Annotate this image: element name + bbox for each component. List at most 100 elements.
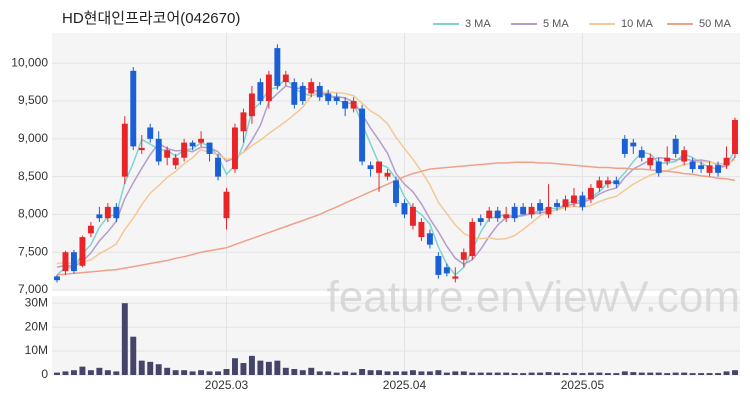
ma-line	[56, 91, 736, 265]
x-tick-label: 2025.05	[561, 378, 605, 392]
candle-body	[70, 252, 77, 272]
volume-bar	[393, 371, 399, 375]
candle-body	[333, 97, 340, 102]
candle-body	[443, 267, 450, 274]
candle-body	[698, 165, 705, 170]
volume-bar	[299, 370, 306, 375]
candle-body	[393, 180, 399, 204]
volume-bar	[443, 372, 450, 375]
volume-bar	[672, 372, 679, 375]
volume-bar	[681, 372, 688, 375]
volume-bar	[409, 370, 416, 375]
candle-body	[503, 214, 510, 219]
volume-bar	[435, 370, 442, 375]
volume-bar	[359, 369, 366, 375]
volume-bar	[240, 363, 247, 375]
volume-bar	[452, 371, 459, 375]
candle-body	[282, 74, 289, 83]
volume-bar	[164, 367, 171, 375]
volume-bar	[172, 370, 179, 375]
volume-bar	[248, 355, 255, 375]
volume-bar	[232, 358, 238, 375]
y-tick-label: 10,000	[11, 55, 48, 69]
volume-bar	[520, 373, 527, 375]
volume-bar	[723, 371, 730, 375]
volume-bar	[511, 373, 518, 375]
candle-body	[121, 123, 128, 177]
volume-bar	[54, 372, 60, 375]
chart-title: HD현대인프라코어(042670)	[62, 10, 240, 27]
candle-body	[638, 150, 645, 158]
price-panel	[52, 33, 740, 290]
candle-body	[240, 112, 247, 132]
x-tick-label: 2025.03	[205, 378, 249, 392]
candle-body	[418, 221, 425, 238]
volume-bar	[282, 367, 289, 375]
candle-body	[571, 195, 577, 204]
volume-bar	[621, 371, 628, 375]
volume-bar	[316, 371, 323, 375]
volume-bar	[155, 364, 162, 375]
candle-body	[587, 187, 594, 200]
ma-line	[56, 85, 736, 269]
candle-body	[232, 127, 238, 170]
candle-body	[621, 138, 628, 154]
candle-body	[520, 206, 527, 215]
candle-body	[732, 119, 738, 154]
candle-body	[435, 255, 442, 275]
volume-bar	[647, 372, 654, 375]
y-tick-label: 7,000	[18, 282, 48, 296]
volume-bar	[206, 371, 213, 375]
volume-bar	[384, 371, 391, 375]
candle-body	[350, 101, 357, 109]
candle-body	[104, 206, 111, 219]
x-tick-label: 2025.04	[383, 378, 427, 392]
volume-bar	[537, 372, 544, 375]
candle-body	[545, 206, 552, 215]
volume-bar	[198, 370, 205, 375]
candle-body	[486, 210, 493, 219]
volume-bar	[62, 371, 69, 375]
candle-body	[460, 252, 467, 260]
candle-body	[596, 180, 603, 188]
candle-body	[274, 48, 281, 86]
volume-bar	[706, 373, 713, 375]
candle-body	[367, 165, 374, 170]
candle-body	[257, 82, 264, 102]
volume-bar	[130, 336, 137, 375]
volume-bar	[147, 361, 154, 375]
volume-bar	[138, 360, 145, 375]
volume-bar	[342, 371, 349, 375]
candle-body	[384, 172, 391, 177]
y-tick-label: 9,500	[18, 93, 48, 107]
candle-body	[138, 147, 145, 151]
candle-body	[376, 161, 383, 173]
candle-body	[155, 138, 162, 162]
candle-body	[604, 180, 611, 185]
volume-bar	[503, 372, 510, 375]
volume-bar	[664, 373, 671, 375]
candle-body	[198, 138, 205, 143]
volume-bar	[571, 372, 577, 375]
candle-body	[477, 218, 484, 222]
candle-body	[172, 157, 179, 166]
candle-body	[562, 199, 569, 207]
candle-body	[79, 237, 86, 266]
volume-bar	[528, 372, 535, 375]
y-tick-label: 10M	[25, 343, 48, 357]
volume-bar	[189, 371, 196, 375]
candle-body	[189, 142, 196, 147]
volume-bar	[477, 372, 484, 375]
volume-bar	[96, 367, 103, 375]
candle-body	[96, 214, 103, 219]
volume-bar	[79, 366, 86, 375]
candle-body	[342, 101, 349, 109]
volume-bar	[469, 372, 476, 375]
candle-body	[613, 180, 620, 185]
volume-bar	[367, 370, 374, 375]
candle-body	[528, 206, 535, 215]
candle-body	[113, 206, 120, 219]
volume-bar	[579, 373, 586, 375]
candle-body	[672, 138, 679, 154]
